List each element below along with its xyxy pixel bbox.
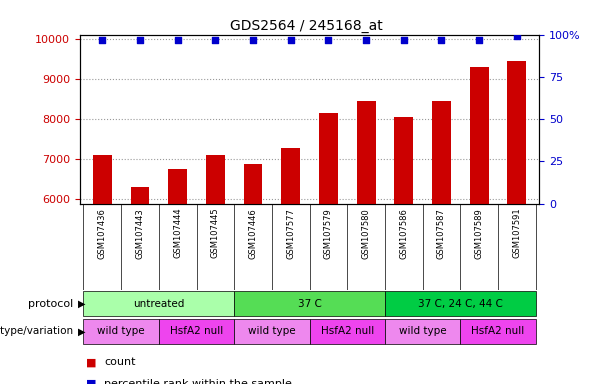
Point <box>210 36 220 43</box>
Text: GSM107591: GSM107591 <box>512 208 521 258</box>
Point <box>97 36 107 43</box>
Point <box>324 36 333 43</box>
Text: GSM107444: GSM107444 <box>173 208 182 258</box>
FancyBboxPatch shape <box>234 291 385 316</box>
Bar <box>206 155 225 384</box>
Text: GSM107445: GSM107445 <box>211 208 220 258</box>
Text: GSM107446: GSM107446 <box>248 208 257 258</box>
Text: GSM107580: GSM107580 <box>362 208 371 258</box>
Text: HsfA2 null: HsfA2 null <box>321 326 374 336</box>
Text: 37 C: 37 C <box>298 299 321 309</box>
Text: GSM107443: GSM107443 <box>135 208 145 258</box>
FancyBboxPatch shape <box>83 319 159 344</box>
Bar <box>508 61 526 384</box>
Text: 37 C, 24 C, 44 C: 37 C, 24 C, 44 C <box>418 299 503 309</box>
Point <box>361 36 371 43</box>
FancyBboxPatch shape <box>385 291 536 316</box>
Text: HsfA2 null: HsfA2 null <box>170 326 223 336</box>
Point <box>286 36 295 43</box>
Text: wild type: wild type <box>97 326 145 336</box>
Text: GSM107589: GSM107589 <box>474 208 484 258</box>
Text: GSM107586: GSM107586 <box>399 208 408 259</box>
FancyBboxPatch shape <box>234 319 310 344</box>
Point <box>135 36 145 43</box>
Point <box>248 36 258 43</box>
Point <box>474 36 484 43</box>
Bar <box>319 113 338 384</box>
Text: wild type: wild type <box>399 326 446 336</box>
Text: untreated: untreated <box>133 299 185 309</box>
Text: percentile rank within the sample: percentile rank within the sample <box>104 379 292 384</box>
Text: genotype/variation: genotype/variation <box>0 326 74 336</box>
Point <box>399 36 409 43</box>
FancyBboxPatch shape <box>83 291 234 316</box>
FancyBboxPatch shape <box>460 319 536 344</box>
Text: GSM107579: GSM107579 <box>324 208 333 258</box>
Bar <box>281 148 300 384</box>
Text: ■: ■ <box>86 379 96 384</box>
Text: GSM107436: GSM107436 <box>98 208 107 259</box>
Bar <box>357 101 376 384</box>
FancyBboxPatch shape <box>310 319 385 344</box>
Text: HsfA2 null: HsfA2 null <box>471 326 525 336</box>
Text: protocol: protocol <box>28 299 74 309</box>
Text: count: count <box>104 358 135 367</box>
Text: GSM107587: GSM107587 <box>437 208 446 259</box>
Bar <box>93 155 112 384</box>
Text: ▶: ▶ <box>78 299 85 309</box>
FancyBboxPatch shape <box>159 319 234 344</box>
Bar <box>394 117 413 384</box>
Bar <box>243 164 262 384</box>
Bar <box>168 169 187 384</box>
Bar <box>131 187 150 384</box>
Point <box>436 36 446 43</box>
Text: ▶: ▶ <box>78 326 85 336</box>
Point <box>512 33 522 39</box>
Text: GSM107577: GSM107577 <box>286 208 295 259</box>
Text: wild type: wild type <box>248 326 295 336</box>
Bar <box>470 67 489 384</box>
FancyBboxPatch shape <box>385 319 460 344</box>
Bar <box>432 101 451 384</box>
Point <box>173 36 183 43</box>
Text: GDS2564 / 245168_at: GDS2564 / 245168_at <box>230 19 383 33</box>
Text: ■: ■ <box>86 358 96 367</box>
